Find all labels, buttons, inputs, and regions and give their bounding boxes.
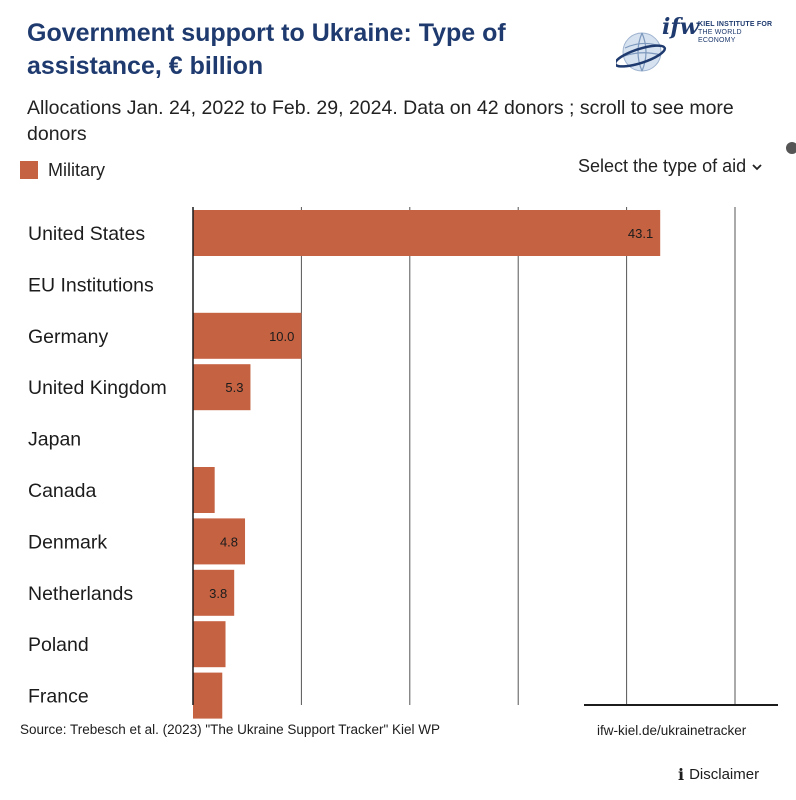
bar[interactable] [193, 569, 235, 616]
category-label: Japan [28, 429, 81, 451]
chart-title: Government support to Ukraine: Type of a… [27, 19, 506, 80]
category-label: Canada [28, 480, 96, 502]
bar[interactable] [193, 210, 661, 256]
ifw-logo[interactable]: ifw KIEL INSTITUTE FOR THE WORLD ECONOMY [612, 10, 772, 80]
bar[interactable] [193, 364, 251, 411]
category-label: Poland [28, 634, 89, 656]
bar-value-label: 4.8 [220, 534, 238, 549]
chevron-down-icon [752, 161, 762, 173]
logo-wordmark: ifw [662, 14, 699, 40]
category-label: United Kingdom [28, 377, 167, 399]
scroll-indicator[interactable] [786, 142, 796, 154]
bar-value-label: 43.1 [628, 226, 653, 241]
bar[interactable] [193, 518, 246, 565]
bar-value-label: 10.0 [269, 329, 294, 344]
bar[interactable] [193, 467, 215, 513]
source-note: Source: Trebesch et al. (2023) "The Ukra… [20, 722, 441, 737]
logo-subtitle: KIEL INSTITUTE FOR THE WORLD ECONOMY [698, 21, 778, 45]
globe-icon [616, 32, 667, 72]
logo-line-2: THE WORLD ECONOMY [698, 29, 742, 44]
logo-line-1: KIEL INSTITUTE FOR [698, 21, 773, 28]
chart-subtitle: Allocations Jan. 24, 2022 to Feb. 29, 20… [27, 97, 734, 145]
aid-type-select-label: Select the type of aid [578, 156, 747, 176]
category-label: EU Institutions [28, 274, 154, 296]
legend-swatch-military [20, 161, 38, 179]
disclaimer-button[interactable]: i Disclaimer [678, 765, 759, 784]
bar[interactable] [193, 312, 302, 359]
info-icon: i [678, 765, 685, 784]
bar-value-label: 5.3 [225, 380, 243, 395]
tracker-link[interactable]: ifw-kiel.de/ukrainetracker [597, 723, 747, 738]
category-label: United States [28, 223, 145, 245]
bar[interactable] [193, 672, 223, 719]
category-label: Germany [28, 326, 108, 348]
bar[interactable] [193, 621, 226, 668]
aid-type-select[interactable]: Select the type of aid [578, 156, 762, 177]
bar-value-label: 3.8 [209, 586, 227, 601]
bar-chart: United States 43.1 EU Institutions Germany 1… [28, 207, 778, 719]
category-label: Denmark [28, 531, 107, 553]
category-label: Netherlands [28, 583, 133, 605]
category-label: France [28, 686, 89, 708]
legend-label-military: Military [48, 159, 105, 180]
legend[interactable]: Military [20, 158, 105, 182]
disclaimer-label: Disclaimer [689, 766, 760, 783]
